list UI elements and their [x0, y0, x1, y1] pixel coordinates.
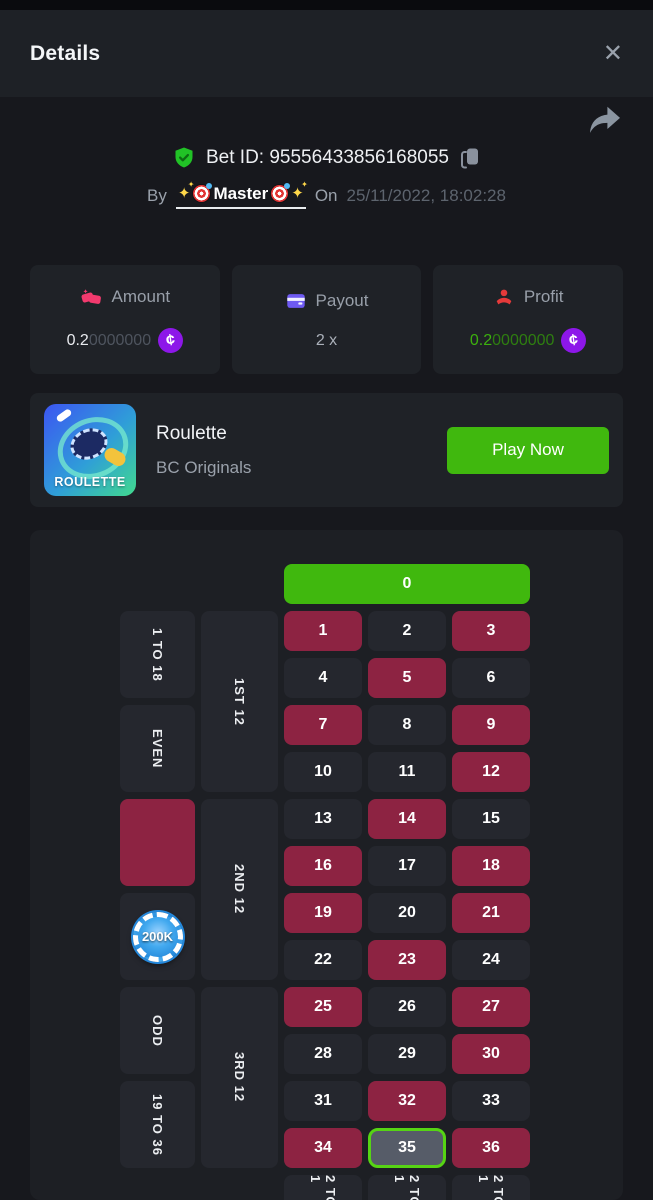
roulette-number-6: 6: [452, 658, 530, 698]
roulette-number-8: 8: [368, 705, 446, 745]
roulette-number-16: 16: [284, 846, 362, 886]
roulette-number-1: 1: [284, 611, 362, 651]
amount-label: Amount: [111, 287, 171, 306]
roulette-number-24: 24: [452, 940, 530, 980]
roulette-number-22: 22: [284, 940, 362, 980]
roulette-number-18: 18: [452, 846, 530, 886]
bet-byline: By ✦ Master ✦ On 25/11/2022, 18:02:28: [30, 181, 623, 209]
close-icon[interactable]: ✕: [602, 39, 623, 67]
roulette-number-34: 34: [284, 1128, 362, 1168]
on-label: On: [314, 186, 338, 205]
roulette-number-25: 25: [284, 987, 362, 1027]
hand-user-icon: [493, 286, 515, 308]
roulette-number-2: 2: [368, 611, 446, 651]
bet-chip: 200K: [132, 911, 183, 962]
roulette-number-29: 29: [368, 1034, 446, 1074]
side-bet-19to36: 19 TO 36: [120, 1081, 195, 1168]
stats-row: Amount 0.20000000 ¢ Payout 2 x: [30, 265, 624, 374]
roulette-number-13: 13: [284, 799, 362, 839]
roulette-number-3: 3: [452, 611, 530, 651]
stat-card-payout: Payout 2 x: [231, 265, 422, 374]
column-bet-3: 2 TO 1: [452, 1175, 530, 1200]
roulette-number-11: 11: [368, 752, 446, 792]
roulette-number-31: 31: [284, 1081, 362, 1121]
play-now-button[interactable]: Play Now: [447, 426, 609, 474]
coin-icon: ¢: [559, 326, 589, 355]
roulette-number-17: 17: [368, 846, 446, 886]
dozen-bet-1st12: 1ST 12: [201, 611, 278, 792]
bet-id-label: Bet ID: 95556433856168055: [206, 147, 449, 168]
dart-icon: [193, 183, 213, 202]
roulette-game-thumbnail[interactable]: ROULETTE: [44, 404, 136, 496]
side-bet-red: [120, 799, 195, 886]
profit-value: 0.20000000 ¢: [470, 326, 589, 355]
by-label: By: [147, 186, 167, 205]
roulette-number-28: 28: [284, 1034, 362, 1074]
dozen-bet-2nd12: 2ND 12: [201, 799, 278, 980]
amount-value: 0.20000000 ¢: [67, 326, 185, 355]
side-bet-even: EVEN: [120, 705, 195, 792]
roulette-number-10: 10: [284, 752, 362, 792]
bet-datetime: 25/11/2022, 18:02:28: [346, 186, 506, 205]
roulette-number-15: 15: [452, 799, 530, 839]
roulette-number-7: 7: [284, 705, 362, 745]
roulette-grid: 0 1 TO 18 EVEN 200K ODD 19 TO 36 1ST 12 …: [120, 564, 530, 1200]
share-row: [30, 97, 623, 133]
roulette-number-32: 32: [368, 1081, 446, 1121]
dart-icon: [271, 183, 291, 202]
profit-label: Profit: [523, 287, 564, 306]
game-info: Roulette BC Originals: [156, 423, 427, 478]
roulette-number-4: 4: [284, 658, 362, 698]
column-bet-1: 2 TO 1: [284, 1175, 362, 1200]
roulette-number-35-winning: 35: [368, 1128, 446, 1168]
payout-label: Payout: [315, 290, 369, 310]
tile-caption: ROULETTE: [54, 475, 126, 489]
payout-value: 2 x: [315, 331, 338, 349]
roulette-number-26: 26: [368, 987, 446, 1027]
sparkles-icon: ✦: [178, 181, 194, 201]
side-bet-black: 200K: [120, 893, 195, 980]
coin-icon: ¢: [156, 326, 185, 355]
modal-header: Details ✕: [0, 10, 653, 97]
verified-shield-icon: [172, 146, 196, 170]
roulette-number-21: 21: [452, 893, 530, 933]
game-provider: BC Originals: [156, 457, 252, 477]
roulette-zero-cell: 0: [284, 564, 530, 604]
roulette-number-36: 36: [452, 1128, 530, 1168]
roulette-number-5: 5: [368, 658, 446, 698]
roulette-number-27: 27: [452, 987, 530, 1027]
copy-icon[interactable]: [459, 146, 481, 170]
modal-content: Bet ID: 95556433856168055 By ✦ Master ✦ …: [0, 97, 653, 1200]
username-link[interactable]: ✦ Master ✦: [175, 181, 307, 209]
roulette-number-14: 14: [368, 799, 446, 839]
roulette-table-panel: 0 1 TO 18 EVEN 200K ODD 19 TO 36 1ST 12 …: [30, 530, 623, 1200]
side-bet-odd: ODD: [120, 987, 195, 1074]
bet-id-row: Bet ID: 95556433856168055: [30, 145, 623, 171]
roulette-number-30: 30: [452, 1034, 530, 1074]
wallet-icon: [285, 290, 307, 312]
roulette-number-20: 20: [368, 893, 446, 933]
roulette-number-19: 19: [284, 893, 362, 933]
side-bet-1to18: 1 TO 18: [120, 611, 195, 698]
roulette-number-9: 9: [452, 705, 530, 745]
sparkles-icon: ✦: [291, 181, 307, 201]
bet-id-value: 95556433856168055: [269, 147, 449, 168]
share-icon[interactable]: [587, 105, 623, 135]
column-bet-2: 2 TO 1: [368, 1175, 446, 1200]
username-text: Master: [213, 183, 269, 203]
roulette-number-23: 23: [368, 940, 446, 980]
page-top-strip: [0, 0, 653, 10]
game-card: ROULETTE Roulette BC Originals Play Now: [30, 393, 623, 507]
stat-card-amount: Amount 0.20000000 ¢: [30, 265, 220, 374]
roulette-number-33: 33: [452, 1081, 530, 1121]
money-icon: [80, 286, 103, 308]
modal-title: Details: [30, 41, 101, 65]
stat-card-profit: Profit 0.20000000 ¢: [433, 265, 624, 374]
game-title: Roulette: [156, 422, 227, 444]
dozen-bet-3rd12: 3RD 12: [201, 987, 278, 1168]
roulette-number-12: 12: [452, 752, 530, 792]
